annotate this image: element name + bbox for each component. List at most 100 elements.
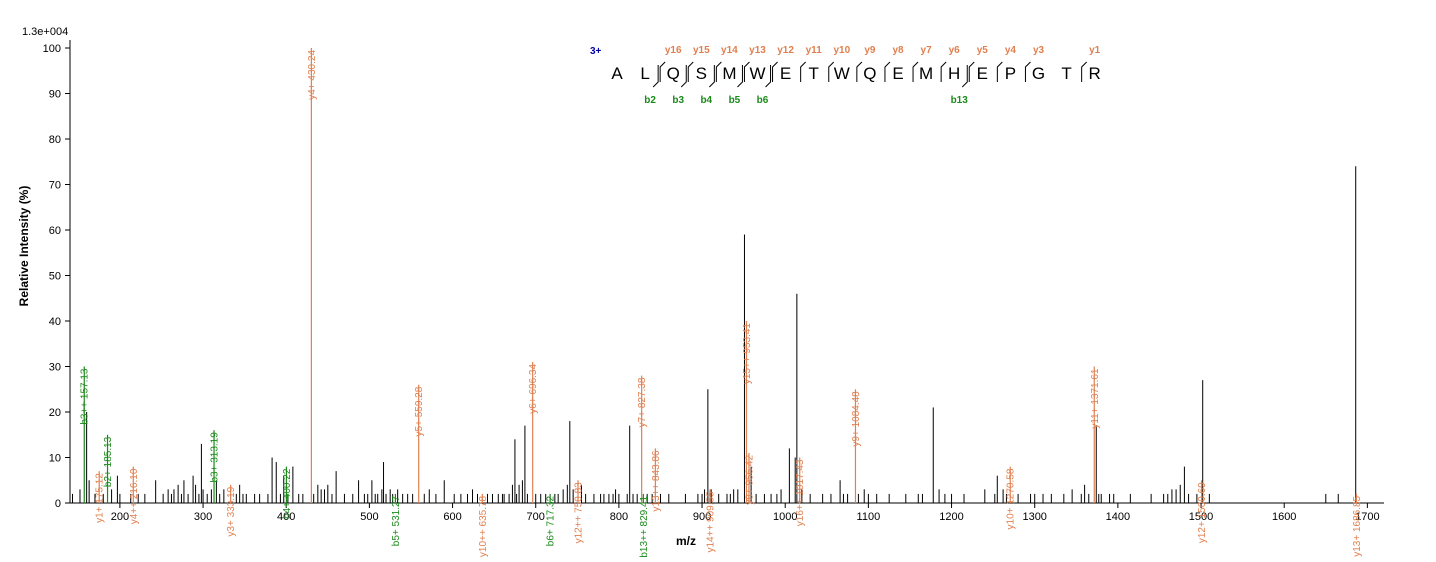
y-ion-label: y5 (977, 45, 989, 56)
peak-label: y12++ 750.83 (573, 482, 584, 544)
x-tick-label: 700 (527, 511, 545, 523)
y-tick-label: 30 (49, 362, 61, 374)
y-ion-label: y11 (806, 45, 823, 56)
b-ion-label: b2 (644, 95, 656, 106)
y-ion-bracket (800, 61, 807, 82)
peak-label: y15++ 953.41 (742, 323, 753, 385)
peak-label: y6+ 696.34 (528, 364, 539, 414)
sequence-residue: Q (863, 64, 876, 83)
x-tick-label: 1100 (857, 511, 881, 523)
y-ion-label: y15 (693, 45, 710, 56)
y-ion-label: y1 (1089, 45, 1101, 56)
y-ion-bracket (1081, 61, 1088, 82)
y-ion-bracket (715, 61, 722, 82)
x-axis-title: m/z (676, 534, 696, 548)
x-tick-label: 500 (360, 511, 378, 523)
peak-label: y9+ 1084.48 (851, 391, 862, 447)
sequence-residue: G (1032, 64, 1045, 83)
sequence-residue: M (722, 64, 736, 83)
sequence-residue: S (696, 64, 707, 83)
peak-label: y4++ 216.10 (129, 468, 140, 524)
y-ion-label: y8 (892, 45, 904, 56)
sequence-residue: L (640, 64, 649, 83)
y-ion-label: y4 (1005, 45, 1017, 56)
b-ion-bracket (652, 65, 659, 88)
sequence-residue: M (919, 64, 933, 83)
peak-label: y13++ 843.86 (651, 450, 662, 512)
y-ion-bracket (743, 61, 750, 82)
axes: 0 10 20 30 40 50 60 70 80 90 100 200 300 400 500 600 700… (43, 40, 1384, 523)
b-ion-label: b5 (729, 95, 741, 106)
x-tick-label: 300 (194, 511, 212, 523)
x-tick-label: 1300 (1022, 511, 1046, 523)
peak-label: y5+ 559.28 (414, 386, 425, 436)
b-ion-label: b4 (700, 95, 712, 106)
y-ion-label: y14 (721, 45, 738, 56)
b-ion-label: b13 (951, 95, 969, 106)
sequence-residue: A (611, 64, 623, 83)
sequence-residue: W (749, 64, 765, 83)
peak-label: y14++ 909.55 (705, 491, 716, 553)
y-ion-label: y12 (777, 45, 794, 56)
peak-label: y1+ 175.12 (95, 473, 106, 523)
sequence-residue: E (780, 64, 791, 83)
y-tick-label: 100 (43, 43, 61, 55)
b-ion-label: b6 (757, 95, 769, 106)
y-ion-label: y10 (833, 45, 850, 56)
y-axis-title: Relative Intensity (%) (17, 186, 31, 307)
peak-label: y16++ 1017.43 (795, 459, 806, 526)
x-tick-label: 900 (693, 511, 711, 523)
y-ion-label: y9 (864, 45, 876, 56)
sequence-residue: E (892, 64, 903, 83)
y-tick-label: 0 (55, 498, 61, 510)
y-ion-bracket (940, 61, 947, 82)
peaks (71, 48, 1358, 503)
peak-label: b5+ 531.27 (391, 495, 402, 546)
peak-label: y13+ 1686.85 (1352, 495, 1363, 556)
sequence-residue: Q (667, 64, 680, 83)
sequence-residue: P (1005, 64, 1016, 83)
sequence-residue: R (1089, 64, 1101, 83)
y-tick-label: 40 (49, 316, 61, 328)
b-ion-bracket (765, 65, 772, 88)
y-ion-label: y6 (949, 45, 961, 56)
x-tick-label: 1600 (1272, 511, 1296, 523)
peak-label: y4+ 430.24 (307, 50, 318, 100)
b-ion-bracket (680, 65, 687, 88)
peak-label: b2+ 185.13 (103, 436, 114, 487)
y-tick-label: 90 (49, 89, 61, 101)
y-tick-label: 10 (49, 453, 61, 465)
peak-label: y12+ 1500.69 (1197, 482, 1208, 543)
b-ion-bracket (737, 65, 743, 88)
x-tick-label: 1400 (1106, 511, 1130, 523)
peak-label: b3++ 157.13 (80, 368, 91, 425)
peak-label: b13++ 829.41 (639, 495, 650, 557)
x-tick-label: 600 (443, 511, 461, 523)
sequence-residue: H (948, 64, 960, 83)
y-ion-bracket (1024, 61, 1031, 82)
peak-label: y3+ 333.19 (226, 486, 237, 536)
charge-state-label: 3+ (590, 46, 602, 57)
x-tick-label: 200 (111, 511, 129, 523)
x-tick-label: 1000 (773, 511, 797, 523)
y-tick-label: 70 (49, 180, 61, 192)
peak-label: y11+ 1371.61 (1090, 368, 1101, 429)
y-ion-bracket (996, 61, 1003, 82)
x-tick-label: 800 (610, 511, 628, 523)
peak-label: y8+ 956.42 (744, 455, 755, 505)
intensity-scale-label: 1.3e+004 (22, 26, 68, 38)
y-ion-bracket (687, 61, 694, 82)
y-ion-bracket (912, 61, 919, 82)
peak-label: b6+ 717.32 (546, 495, 557, 546)
peak-label: b3+ 313.19 (210, 432, 221, 483)
sequence-residue: T (1061, 64, 1071, 83)
y-tick-label: 50 (49, 271, 61, 283)
x-tick-label: 400 (277, 511, 295, 523)
sequence-residue: W (834, 64, 850, 83)
sequence-residue: E (977, 64, 988, 83)
x-tick-label: 1200 (939, 511, 963, 523)
x-tick-label: 1700 (1355, 511, 1379, 523)
